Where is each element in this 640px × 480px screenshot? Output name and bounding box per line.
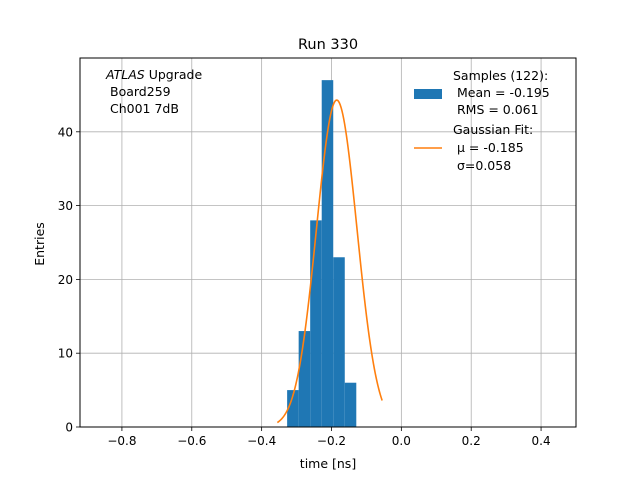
x-tick-label: −0.4 <box>247 434 276 448</box>
histogram-bar <box>333 257 345 427</box>
legend-samples-line-1: Samples (122): <box>453 68 548 83</box>
histogram-bar <box>321 80 334 427</box>
annotation-line-2: Board259 <box>110 84 171 99</box>
legend-samples-line-2: Mean = -0.195 <box>453 85 550 100</box>
histogram-bar <box>344 382 357 427</box>
x-tick-label: 0.4 <box>532 434 551 448</box>
gaussian-fit-group <box>276 99 383 424</box>
x-tick-label: −0.2 <box>317 434 346 448</box>
histogram-bar <box>298 331 311 427</box>
legend-samples-line-3: RMS = 0.061 <box>453 102 539 117</box>
y-tick-label: 40 <box>58 125 73 139</box>
histogram-bars <box>287 80 357 427</box>
legend-fit-line-2: μ = -0.185 <box>453 140 524 155</box>
gaussian-fit-curve <box>276 99 383 424</box>
x-tick-label: −0.8 <box>107 434 136 448</box>
legend-fit-line-3: σ=0.058 <box>453 158 511 173</box>
y-tick-label: 20 <box>58 273 73 287</box>
y-axis-label: Entries <box>32 222 47 266</box>
x-axis-label: time [ns] <box>300 456 356 471</box>
y-ticks: 0 10 20 30 40 <box>58 125 80 435</box>
annotation-line-1: ATLAS Upgrade <box>105 67 202 82</box>
legend-samples-swatch <box>414 89 442 99</box>
plot-frame <box>79 57 577 428</box>
atlas-italic: ATLAS <box>105 67 145 82</box>
x-tick-label: −0.6 <box>177 434 206 448</box>
legend: Samples (122): Mean = -0.195 RMS = 0.061… <box>414 68 550 173</box>
chart-title: Run 330 <box>298 37 358 53</box>
y-tick-label: 10 <box>58 347 73 361</box>
annotation-line-3: Ch001 7dB <box>110 101 179 116</box>
y-tick-label: 0 <box>65 421 73 435</box>
x-ticks: −0.8 −0.6 −0.4 −0.2 0.0 0.2 0.4 <box>107 427 551 448</box>
histogram-bar <box>287 390 299 427</box>
histogram-bar <box>310 220 322 427</box>
annotation-line-1-rest: Upgrade <box>145 67 203 82</box>
legend-fit-line-1: Gaussian Fit: <box>453 122 533 137</box>
x-tick-label: 0.0 <box>392 434 411 448</box>
y-tick-label: 30 <box>58 199 73 213</box>
x-tick-label: 0.2 <box>462 434 481 448</box>
annotation-text: ATLAS Upgrade Board259 Ch001 7dB <box>105 67 202 116</box>
